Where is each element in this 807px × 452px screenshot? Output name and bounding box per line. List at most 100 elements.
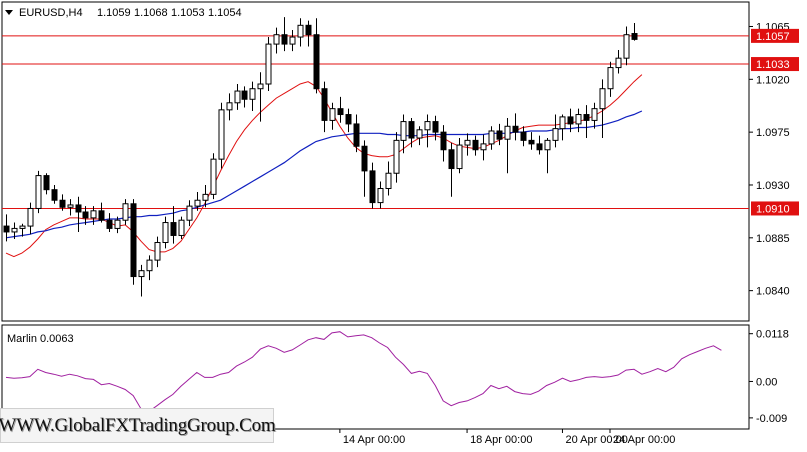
candle [472,135,479,156]
candle-body [19,225,26,229]
candle [615,49,622,74]
candle [408,118,415,148]
level-label-box [751,28,799,43]
candle-body [416,129,423,139]
candle-body [289,36,296,45]
candle [440,125,447,162]
candle-body [305,24,312,36]
close-value: 1.1054 [208,7,242,19]
candle-body [122,203,129,221]
watermark-logo: WWW.GlobalFXTradingGroup.Com [0,408,276,443]
candle-body [464,139,471,146]
candle-body [210,158,217,195]
candle-body [408,121,415,139]
candle [591,102,598,129]
indicator-tick-label: 0.00 [756,376,777,388]
candle-body [265,43,272,85]
candle-body [496,130,503,140]
candle-body [43,175,50,191]
candle [321,81,328,133]
candle [504,118,511,174]
time-tick-label: 20 Apr 00:00 [565,434,627,446]
indicator-axis[interactable]: 0.0118 0.00 -0.009 [749,329,789,425]
candle-body [512,125,519,133]
candle-body [67,204,74,208]
candle [98,202,105,223]
candle-body [51,189,58,201]
candle [416,126,423,146]
indicator-tick-label: 0.0118 [756,329,789,341]
candle-body [400,121,407,141]
candle-body [82,211,89,219]
candle [464,133,471,156]
candle-body [432,121,439,133]
candle-body [27,207,34,227]
price-tick-label: 1.0840 [756,286,790,298]
candle-body [234,90,241,104]
candle [536,135,543,155]
price-tick-label: 1.0930 [756,180,790,192]
candle [297,18,304,47]
candle-body [218,109,225,160]
candle-body [424,121,431,131]
candle [329,102,336,130]
candle [575,108,582,133]
level-label-text: 1.1057 [756,31,790,43]
candle-body [321,88,328,121]
candle-body [75,204,82,213]
candle-body [249,88,256,100]
candle [122,199,129,225]
candle [114,216,121,234]
price-tick-label: 1.0885 [756,233,790,245]
candle [623,26,630,66]
price-tick-label: 1.1020 [756,74,790,86]
candle [59,194,66,211]
candle [480,134,487,161]
candle [583,105,590,139]
candle [51,184,58,204]
candle [400,114,407,154]
candle [520,126,527,147]
candle-body [138,270,145,278]
candle [544,138,551,174]
candle [432,115,439,141]
candle [130,199,137,285]
candle-body [11,227,18,233]
candle-body [607,67,614,90]
indicator-label: Marlin 0.0063 [7,333,74,345]
candle-body [154,242,161,261]
candle [385,161,392,196]
open-value: 1.1059 [97,7,131,19]
level-price-label: 1.1033 [751,57,799,72]
candle-body [472,139,479,151]
collapse-triangle-icon[interactable] [5,10,13,15]
candle [19,223,26,237]
candle-body [623,34,630,59]
level-price-labels: 1.1057 1.1033 1.0910 [751,28,799,216]
candle [241,86,248,108]
level-price-label: 1.1057 [751,28,799,43]
candle-body [337,108,344,116]
candle-body [178,219,185,236]
candle [154,236,161,268]
candle-body [448,149,455,170]
candle-body [273,34,280,45]
price-pane[interactable]: EURUSD,H4 1.1059 1.1068 1.1053 1.1054 [1,1,750,322]
candle [552,114,559,148]
candle-body [456,144,463,170]
candle [273,27,280,54]
time-tick-label: 24 Apr 00:00 [613,434,675,446]
candle-body [440,131,447,151]
candle [249,81,256,112]
candle [599,79,606,139]
candle-body [90,210,97,219]
candle [512,113,519,141]
candle [631,22,638,41]
candle [146,255,153,281]
candle-body [575,114,582,125]
candle-body [130,203,137,278]
time-tick-label: 18 Apr 00:00 [470,434,532,446]
price-tick-label: 1.0975 [756,127,790,139]
